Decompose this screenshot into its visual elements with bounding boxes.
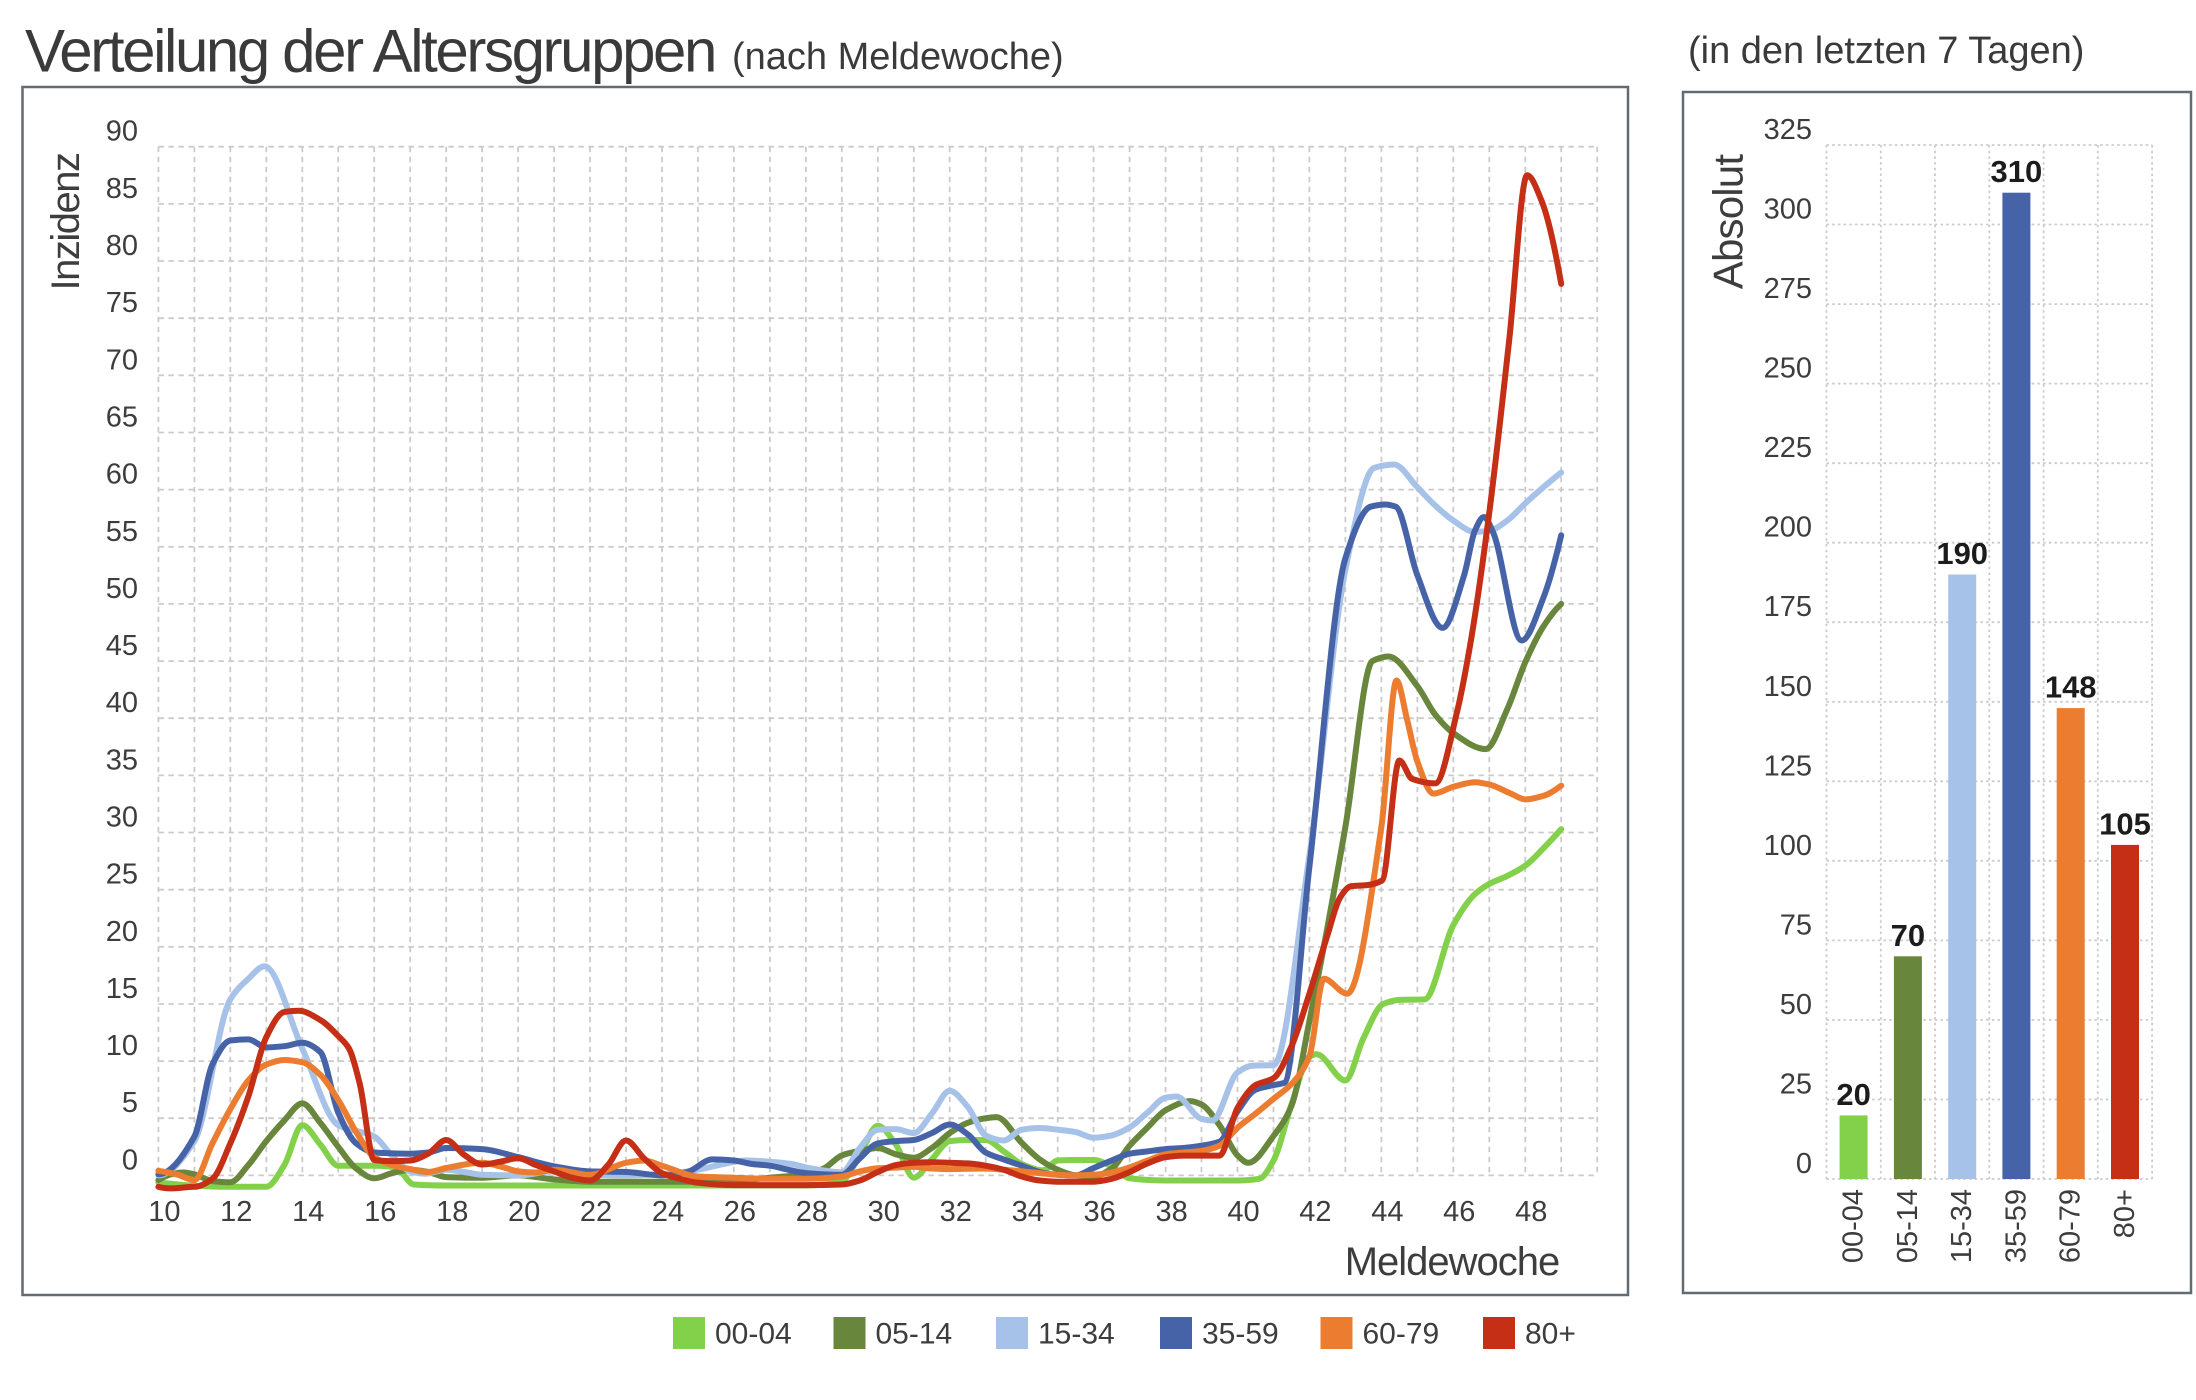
svg-text:36: 36 [1083, 1196, 1115, 1228]
svg-text:65: 65 [106, 402, 138, 434]
svg-text:24: 24 [652, 1196, 684, 1228]
svg-text:22: 22 [580, 1196, 612, 1228]
svg-text:28: 28 [796, 1196, 828, 1228]
svg-text:32: 32 [940, 1196, 972, 1228]
svg-text:15: 15 [106, 973, 138, 1005]
svg-text:85: 85 [106, 173, 138, 205]
svg-text:0: 0 [122, 1144, 138, 1176]
svg-text:00-04: 00-04 [1838, 1189, 1870, 1263]
svg-text:148: 148 [2045, 670, 2097, 705]
svg-text:16: 16 [364, 1196, 396, 1228]
svg-text:45: 45 [106, 630, 138, 662]
svg-text:100: 100 [1764, 830, 1812, 862]
svg-text:190: 190 [1936, 536, 1988, 571]
svg-text:00-04: 00-04 [715, 1318, 792, 1351]
svg-text:38: 38 [1155, 1196, 1187, 1228]
svg-text:Meldewoche: Meldewoche [1345, 1240, 1560, 1284]
svg-text:75: 75 [1780, 909, 1812, 941]
svg-text:5: 5 [122, 1087, 138, 1119]
svg-text:15-34: 15-34 [1038, 1318, 1115, 1351]
svg-text:50: 50 [106, 573, 138, 605]
svg-text:20: 20 [106, 916, 138, 948]
svg-text:(nach Meldewoche): (nach Meldewoche) [732, 36, 1064, 78]
svg-text:0: 0 [1796, 1148, 1812, 1180]
svg-text:14: 14 [292, 1196, 324, 1228]
svg-text:15-34: 15-34 [1946, 1189, 1978, 1263]
svg-text:34: 34 [1012, 1196, 1044, 1228]
svg-text:30: 30 [106, 802, 138, 834]
svg-text:35-59: 35-59 [1202, 1318, 1279, 1351]
svg-text:18: 18 [436, 1196, 468, 1228]
svg-text:30: 30 [868, 1196, 900, 1228]
svg-text:10: 10 [106, 1030, 138, 1062]
svg-text:25: 25 [1780, 1069, 1812, 1101]
svg-text:105: 105 [2099, 806, 2151, 841]
svg-text:60: 60 [106, 459, 138, 491]
svg-text:300: 300 [1764, 194, 1812, 226]
svg-text:05-14: 05-14 [876, 1318, 953, 1351]
svg-text:250: 250 [1764, 353, 1812, 385]
svg-text:70: 70 [106, 344, 138, 376]
svg-text:44: 44 [1371, 1196, 1403, 1228]
svg-text:200: 200 [1764, 512, 1812, 544]
svg-text:42: 42 [1299, 1196, 1331, 1228]
svg-text:50: 50 [1780, 989, 1812, 1021]
svg-text:175: 175 [1764, 591, 1812, 623]
svg-text:275: 275 [1764, 273, 1812, 305]
svg-text:80+: 80+ [1525, 1318, 1576, 1351]
svg-text:80+: 80+ [2109, 1189, 2141, 1238]
svg-text:20: 20 [1836, 1077, 1870, 1112]
svg-text:10: 10 [148, 1196, 180, 1228]
svg-text:310: 310 [1991, 154, 2043, 189]
svg-text:48: 48 [1515, 1196, 1547, 1228]
svg-text:(in den letzten 7 Tagen): (in den letzten 7 Tagen) [1688, 30, 2084, 72]
svg-text:40: 40 [106, 687, 138, 719]
svg-text:225: 225 [1764, 432, 1812, 464]
svg-text:Absolut: Absolut [1705, 154, 1752, 290]
svg-text:05-14: 05-14 [1892, 1189, 1924, 1263]
svg-text:35: 35 [106, 744, 138, 776]
svg-text:Inzidenz: Inzidenz [44, 153, 88, 290]
svg-text:80: 80 [106, 230, 138, 262]
svg-text:70: 70 [1891, 918, 1925, 953]
svg-text:55: 55 [106, 516, 138, 548]
svg-text:20: 20 [508, 1196, 540, 1228]
svg-text:60-79: 60-79 [1363, 1318, 1440, 1351]
svg-text:125: 125 [1764, 750, 1812, 782]
svg-text:150: 150 [1764, 671, 1812, 703]
svg-text:35-59: 35-59 [2000, 1189, 2032, 1263]
svg-text:40: 40 [1227, 1196, 1259, 1228]
svg-text:25: 25 [106, 859, 138, 891]
svg-text:75: 75 [106, 287, 138, 319]
svg-text:90: 90 [106, 116, 138, 148]
svg-text:325: 325 [1764, 114, 1812, 146]
svg-text:Verteilung der Altersgruppen: Verteilung der Altersgruppen [25, 18, 715, 85]
svg-text:60-79: 60-79 [2055, 1189, 2087, 1263]
svg-text:46: 46 [1443, 1196, 1475, 1228]
svg-text:26: 26 [724, 1196, 756, 1228]
svg-text:12: 12 [220, 1196, 252, 1228]
